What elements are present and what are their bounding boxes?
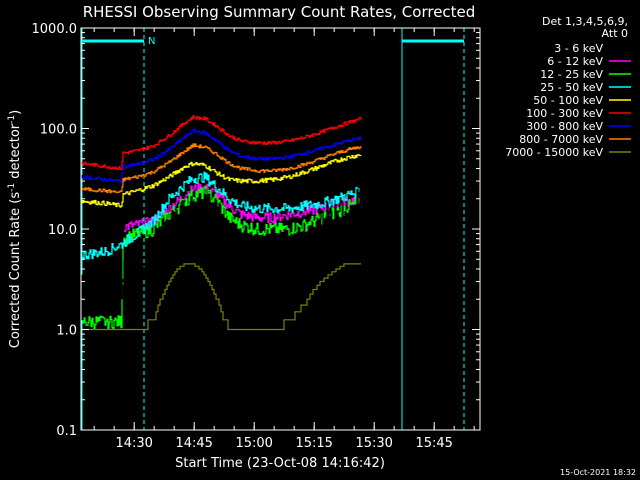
y-axis-label-part: detector — [8, 123, 23, 183]
series-line-7000to15000keV — [81, 263, 361, 331]
legend-label: 7000 - 15000 keV — [505, 146, 603, 159]
series-line-50to100keV — [81, 154, 362, 208]
y-tick-label: 10.0 — [48, 223, 77, 238]
y-tick-label: 100.0 — [40, 123, 77, 138]
legend-label: 25 - 50 keV — [540, 81, 603, 94]
x-tick-label: 15:45 — [415, 436, 452, 451]
chart-title: RHESSI Observing Summary Count Rates, Co… — [83, 3, 476, 21]
footer-date: 15-Oct-2021 18:32 — [560, 468, 636, 477]
series-line-3to6keV — [81, 185, 362, 321]
legend-label: 12 - 25 keV — [540, 68, 603, 81]
legend-label: 3 - 6 keV — [554, 42, 603, 55]
series-line-300to800keV — [81, 128, 362, 184]
legend-label: 50 - 100 keV — [533, 94, 603, 107]
y-tick-label: 1000.0 — [32, 22, 78, 37]
y-axis-label-part: -1 — [7, 183, 17, 192]
y-tick-label: 1.0 — [56, 324, 77, 339]
legend-header: Att 0 — [602, 27, 628, 40]
y-tick-label: 0.1 — [56, 424, 77, 439]
y-axis-label-part: Corrected Count Rate (s — [8, 192, 23, 349]
legend-label: 6 - 12 keV — [547, 55, 603, 68]
legend-header: Det 1,3,4,5,6,9, — [542, 15, 628, 28]
legend-label: 300 - 800 keV — [526, 120, 603, 133]
saa-label: N — [148, 36, 155, 47]
plot-area — [81, 28, 465, 430]
x-tick-label: 14:30 — [115, 436, 152, 451]
y-axis-label-part: -1 — [7, 115, 17, 124]
legend-label: 100 - 300 keV — [526, 107, 603, 120]
x-tick-label: 14:45 — [175, 436, 212, 451]
series-line-800to7000keV — [81, 143, 362, 194]
y-axis-label: Corrected Count Rate (s-1 detector-1) — [7, 110, 23, 348]
series-line-100to300keV — [81, 115, 362, 171]
x-tick-label: 15:15 — [295, 436, 332, 451]
x-axis-label: Start Time (23-Oct-08 14:16:42) — [175, 456, 385, 471]
legend-label: 800 - 7000 keV — [519, 133, 603, 146]
y-axis-label-part: ) — [8, 110, 23, 115]
x-tick-label: 15:30 — [355, 436, 392, 451]
series-line-25to50keV — [81, 171, 362, 260]
series-line-12to25keV — [81, 186, 362, 330]
x-tick-label: 15:00 — [235, 436, 272, 451]
axes: 0.1 1.0 10.0 100.0 1000.0 14:30 14:45 15:00 15:1… — [7, 22, 481, 451]
